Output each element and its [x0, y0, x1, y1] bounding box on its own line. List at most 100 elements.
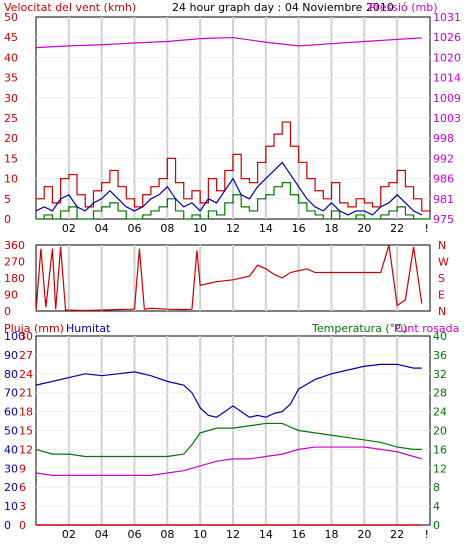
humidity-label: Humitat — [66, 322, 111, 335]
humidity-tick-label: 80 — [4, 368, 18, 381]
pressure-tick-label: 981 — [433, 193, 454, 206]
humidity-tick-label: 70 — [4, 387, 18, 400]
compass-label: N — [438, 305, 446, 318]
x-tick-label: ! — [425, 222, 429, 235]
wind-low-series-line — [36, 182, 430, 220]
humidity-tick-label: 10 — [4, 500, 18, 513]
pressure-tick-label: 1003 — [433, 112, 461, 125]
direction-tick-label: 180 — [4, 272, 25, 285]
humidity-tick-label: 30 — [4, 462, 18, 475]
rain-tick-label: 12 — [19, 443, 33, 456]
x-tick-label: 18 — [325, 222, 339, 235]
x-tick-label: 14 — [259, 222, 273, 235]
pressure-tick-label: 975 — [433, 213, 454, 226]
wind-average-series-line — [35, 161, 423, 216]
temperature-tick-label: 36 — [433, 349, 447, 362]
x-tick-label: 16 — [292, 222, 306, 235]
humidity-tick-label: 20 — [4, 481, 18, 494]
dew-point-label: Punt rosada — [394, 322, 459, 335]
temperature-tick-label: 32 — [433, 368, 447, 381]
humidity-tick-label: 90 — [4, 349, 18, 362]
x-tick-label: 22 — [390, 528, 404, 541]
wind-speed-tick-label: 35 — [4, 72, 18, 85]
pressure-tick-label: 1014 — [433, 72, 461, 85]
temperature-tick-label: 8 — [433, 481, 440, 494]
compass-label: N — [438, 239, 446, 252]
wind-pressure-panel: 02 04 06 08 10 12 14 16 18 20 22 ! 0 5 10 15 20 25 30 35 40 4… — [4, 11, 461, 235]
pressure-tick-label: 1009 — [433, 92, 461, 105]
compass-label: E — [438, 289, 445, 302]
temperature-series-line — [35, 422, 422, 458]
wind-speed-tick-label: 15 — [4, 152, 18, 165]
wind-speed-tick-label: 0 — [4, 213, 11, 226]
wind-speed-tick-label: 20 — [4, 132, 18, 145]
x-tick-label: 06 — [128, 528, 142, 541]
wind-speed-tick-label: 25 — [4, 112, 18, 125]
humidity-tick-label: 40 — [4, 443, 18, 456]
wind-speed-label: Velocitat del vent (kmh) — [4, 1, 136, 14]
x-tick-label: ! — [425, 528, 429, 541]
wind-speed-tick-label: 40 — [4, 51, 18, 64]
x-tick-label: 20 — [357, 528, 371, 541]
x-tick-label: 10 — [193, 528, 207, 541]
rain-label: Pluja (mm) — [4, 322, 64, 335]
temperature-tick-label: 24 — [433, 406, 447, 419]
x-tick-label: 08 — [160, 222, 174, 235]
x-tick-label: 06 — [128, 222, 142, 235]
pressure-tick-label: 986 — [433, 173, 454, 186]
pressure-tick-label: 992 — [433, 152, 454, 165]
temperature-tick-label: 16 — [433, 443, 447, 456]
x-tick-label: 02 — [62, 222, 76, 235]
compass-label: W — [438, 256, 449, 269]
humidity-temperature-panel: 02 04 06 08 10 12 14 16 18 20 22 !01020304050607080… — [4, 330, 447, 541]
humidity-series-line — [35, 363, 422, 418]
direction-tick-label: 0 — [4, 305, 11, 318]
pressure-series-line — [35, 36, 422, 49]
temperature-tick-label: 12 — [433, 462, 447, 475]
wind-direction-series-line — [35, 244, 423, 312]
wind-speed-series-line — [36, 121, 430, 212]
x-tick-label: 02 — [62, 528, 76, 541]
direction-tick-label: 90 — [4, 289, 18, 302]
graph-title: 24 hour graph day : 04 Noviembre 2010 — [172, 1, 394, 14]
x-tick-label: 12 — [226, 528, 240, 541]
wind-speed-tick-label: 5 — [4, 193, 11, 206]
rain-tick-label: 9 — [19, 462, 26, 475]
rain-tick-label: 0 — [19, 519, 26, 532]
rain-tick-label: 27 — [19, 349, 33, 362]
wind-speed-tick-label: 30 — [4, 92, 18, 105]
direction-tick-label: 270 — [4, 256, 25, 269]
wind-speed-tick-label: 45 — [4, 31, 18, 44]
x-tick-label: 18 — [325, 528, 339, 541]
temperature-label: Temperatura (°C) — [311, 322, 407, 335]
wind-speed-tick-label: 10 — [4, 173, 18, 186]
pressure-tick-label: 1026 — [433, 31, 461, 44]
humidity-tick-label: 100 — [4, 330, 25, 343]
pressure-tick-label: 1020 — [433, 51, 461, 64]
rain-tick-label: 30 — [19, 330, 33, 343]
x-tick-label: 12 — [226, 222, 240, 235]
x-tick-label: 04 — [95, 222, 109, 235]
x-tick-label: 10 — [193, 222, 207, 235]
temperature-tick-label: 0 — [433, 519, 440, 532]
temperature-tick-label: 4 — [433, 500, 440, 513]
x-tick-label: 20 — [357, 222, 371, 235]
x-tick-label: 14 — [259, 528, 273, 541]
humidity-tick-label: 0 — [4, 519, 11, 532]
compass-label: S — [438, 272, 445, 285]
dew-point-series-line — [35, 446, 422, 476]
rain-tick-label: 24 — [19, 368, 33, 381]
humidity-tick-label: 50 — [4, 425, 18, 438]
pressure-label: Pressió (mb) — [369, 1, 438, 14]
humidity-tick-label: 60 — [4, 406, 18, 419]
x-tick-label: 08 — [160, 528, 174, 541]
x-tick-label: 04 — [95, 528, 109, 541]
x-tick-label: 16 — [292, 528, 306, 541]
rain-tick-label: 3 — [19, 500, 26, 513]
pressure-tick-label: 998 — [433, 132, 454, 145]
rain-tick-label: 18 — [19, 406, 33, 419]
rain-tick-label: 6 — [19, 481, 26, 494]
temperature-tick-label: 20 — [433, 425, 447, 438]
rain-tick-label: 21 — [19, 387, 33, 400]
